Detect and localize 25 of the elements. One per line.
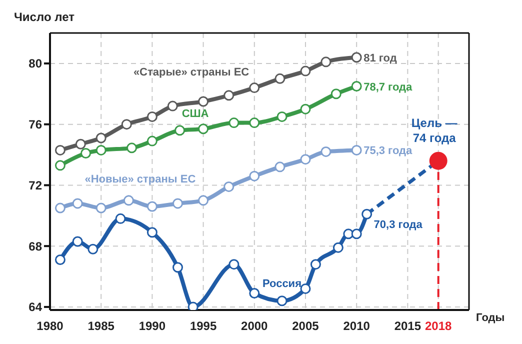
x-tick-label: 2005 [292,319,320,333]
x-axis-title: Годы [476,312,505,324]
x-tick-label: 2015 [394,319,422,333]
annotation: 78,7 года [364,81,414,94]
y-tick-label: 80 [28,56,42,71]
series-label: «Новые» страны ЕС [84,174,196,186]
annotation: 70,3 года [374,219,424,232]
annotation: 75,3 года [364,145,414,158]
series-label: Россия [262,278,302,290]
x-tick-label: 1995 [190,319,217,333]
x-tick-label: 1990 [138,319,166,333]
x-tick-label: 2000 [241,319,268,333]
y-tick-label: 68 [28,239,42,254]
series-label: США [182,108,209,120]
annotation: 81 год [364,52,397,64]
y-tick-label: 72 [28,178,42,192]
x-tick-label: 1985 [88,319,115,333]
series-label: «Старые» страны ЕС [133,66,250,78]
x-tick-label: 2010 [343,319,370,333]
x-tick-label: 2018 [424,319,452,333]
annotation: Цель — 74 года [411,116,458,145]
y-tick-label: 64 [28,300,42,314]
y-tick-label: 76 [28,118,42,132]
y-axis-title: Число лет [14,10,74,24]
x-tick-label: 1980 [36,319,64,333]
